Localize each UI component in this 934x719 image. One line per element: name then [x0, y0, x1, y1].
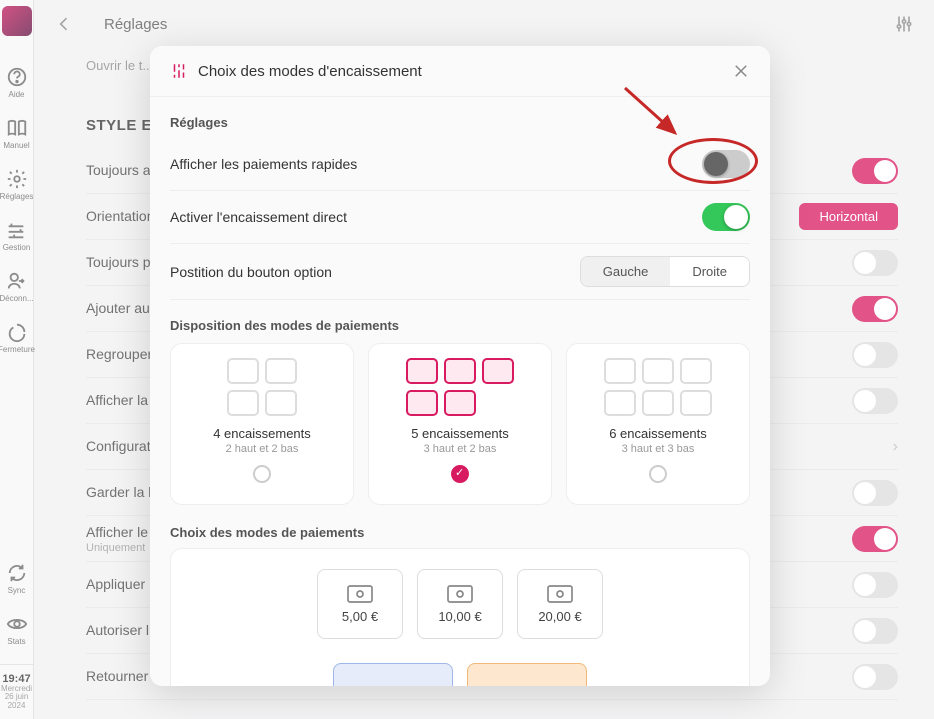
layout-cell [604, 390, 636, 416]
row-option-position: Postition du bouton option Gauche Droite [170, 244, 750, 300]
modal-title: Choix des modes d'encaissement [198, 63, 422, 80]
layout-card[interactable]: 5 encaissements 3 haut et 2 bas [368, 343, 552, 505]
layout-sub: 3 haut et 3 bas [575, 443, 741, 455]
layout-title: 5 encaissements [377, 426, 543, 441]
pay-amount: 5,00 € [342, 609, 378, 624]
layout-cell [406, 358, 438, 384]
layout-cell [406, 390, 438, 416]
pay-amount: 10,00 € [438, 609, 481, 624]
section-label: Choix des modes de paiements [170, 525, 750, 540]
layout-title: 6 encaissements [575, 426, 741, 441]
row-direct-collection: Activer l'encaissement direct [170, 191, 750, 244]
close-icon[interactable] [732, 62, 750, 80]
layout-cell [482, 358, 514, 384]
layout-radio[interactable] [451, 465, 469, 483]
direct-collection-toggle[interactable] [702, 203, 750, 231]
section-label: Disposition des modes de paiements [170, 318, 750, 333]
layout-cell [642, 358, 674, 384]
layout-sub: 3 haut et 2 bas [377, 443, 543, 455]
row-label: Activer l'encaissement direct [170, 209, 347, 225]
sliders-icon [170, 62, 188, 80]
modal-body: Réglages Afficher les paiements rapides … [150, 97, 770, 686]
pay-tile[interactable]: 20,00 € [517, 569, 603, 639]
seg-left[interactable]: Gauche [581, 257, 671, 286]
layout-title: 4 encaissements [179, 426, 345, 441]
row-label: Postition du bouton option [170, 264, 332, 280]
layout-cell [680, 358, 712, 384]
layout-sub: 2 haut et 2 bas [179, 443, 345, 455]
pay-amount: 20,00 € [538, 609, 581, 624]
layout-card[interactable]: 6 encaissements 3 haut et 3 bas [566, 343, 750, 505]
pay-tile[interactable]: 5,00 € [317, 569, 403, 639]
cash-icon [347, 585, 373, 603]
layout-radio[interactable] [253, 465, 271, 483]
quick-payments-toggle[interactable] [702, 150, 750, 178]
pay-tile[interactable]: 10,00 € [417, 569, 503, 639]
pay-tile-extra-2[interactable] [467, 663, 587, 686]
layout-cell [227, 390, 259, 416]
layout-cell [642, 390, 674, 416]
layout-grid [604, 358, 712, 416]
layout-radio[interactable] [649, 465, 667, 483]
row-label: Afficher les paiements rapides [170, 156, 357, 172]
layout-cards: 4 encaissements 2 haut et 2 bas 5 encais… [170, 343, 750, 505]
layout-cell [227, 358, 259, 384]
layout-cell [265, 358, 297, 384]
row-quick-payments: Afficher les paiements rapides [170, 138, 750, 191]
layout-cell [265, 390, 297, 416]
layout-cell [444, 358, 476, 384]
layout-card[interactable]: 4 encaissements 2 haut et 2 bas [170, 343, 354, 505]
cash-icon [447, 585, 473, 603]
layout-grid [406, 358, 514, 416]
position-segmented: Gauche Droite [580, 256, 750, 287]
layout-cell [680, 390, 712, 416]
cash-icon [547, 585, 573, 603]
payment-modes-modal: Choix des modes d'encaissement Réglages … [150, 46, 770, 686]
seg-right[interactable]: Droite [670, 257, 749, 286]
payment-amounts-box: 5,00 € 10,00 € 20,00 € [170, 548, 750, 686]
modal-header: Choix des modes d'encaissement [150, 46, 770, 97]
layout-cell [604, 358, 636, 384]
layout-cell [444, 390, 476, 416]
pay-tile-extra-1[interactable] [333, 663, 453, 686]
layout-grid [227, 358, 297, 416]
section-label: Réglages [170, 115, 750, 130]
